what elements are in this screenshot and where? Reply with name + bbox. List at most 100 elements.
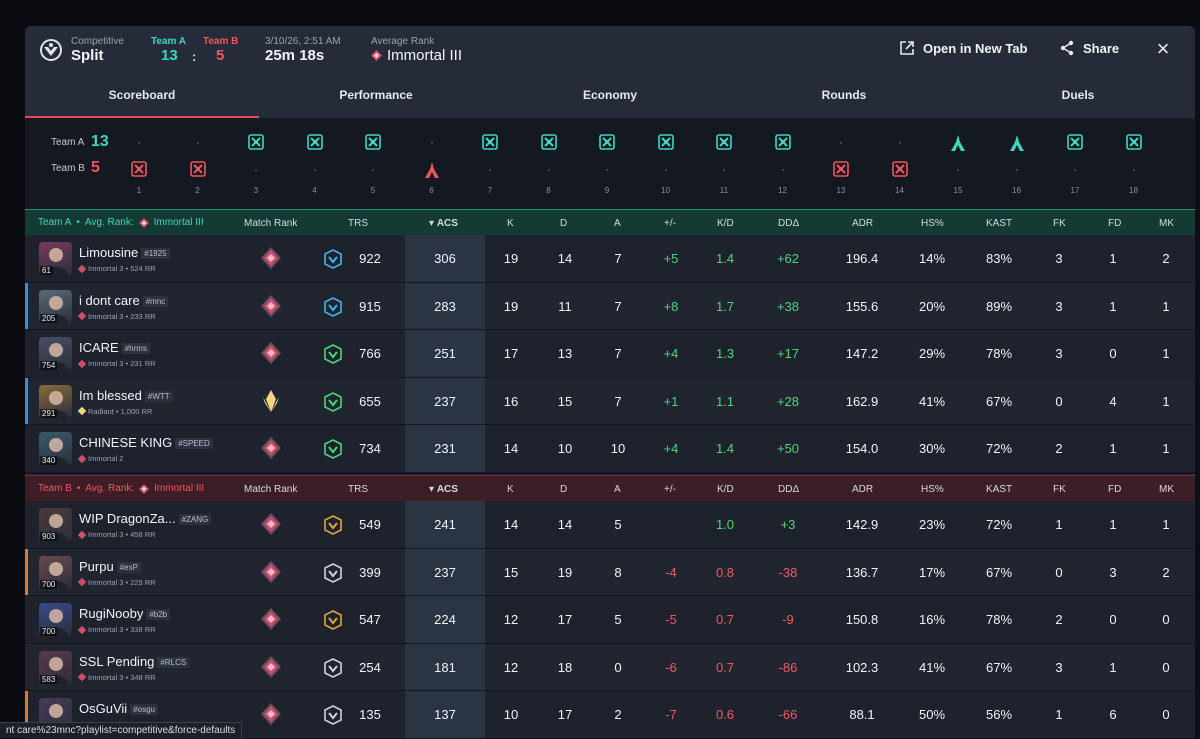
round-number: 17 (1070, 186, 1080, 195)
round-result-icon[interactable] (655, 134, 677, 155)
tab-duels[interactable]: Duels (1061, 88, 1095, 102)
player-row[interactable]: OsGuVii #osgu 135 137 10 17 2 -7 0.6 -66 88.1 50% 56… (25, 691, 1195, 739)
player-rank-text: Immortal 3 • 458 RR (88, 530, 156, 539)
col-plus-minus[interactable]: +/- (664, 218, 676, 229)
round-empty-marker (138, 142, 140, 144)
col-hs[interactable]: HS% (921, 484, 944, 495)
col-mk[interactable]: MK (1159, 218, 1174, 229)
col-match-rank[interactable]: Match Rank (244, 484, 298, 495)
col-fk[interactable]: FK (1053, 218, 1066, 229)
col-acs-sort[interactable]: ▾ ACS (429, 484, 458, 495)
player-row[interactable]: 583 SSL Pending #RLCS Immortal 3 • 348 RR 25… (25, 643, 1195, 691)
acs-value: 237 (434, 564, 456, 580)
col-a[interactable]: A (614, 484, 621, 495)
round-result-icon[interactable] (947, 134, 969, 157)
player-name[interactable]: Limousine #1925 (79, 245, 170, 260)
player-name-text: i dont care (79, 292, 140, 308)
col-kast[interactable]: KAST (986, 218, 1013, 229)
col-kast[interactable]: KAST (986, 484, 1013, 495)
round-result-icon[interactable] (889, 161, 911, 182)
player-row[interactable]: 291 Im blessed #WTT Radiant • 1,000 RR 655 23… (25, 377, 1195, 425)
party-indicator (25, 691, 28, 738)
col-kd[interactable]: K/D (717, 484, 734, 495)
player-name[interactable]: RugiNooby #b2b (79, 606, 171, 621)
round-empty-marker (898, 142, 901, 144)
player-tag: #RLCS (157, 656, 190, 668)
player-name[interactable]: ICARE #hrms (79, 340, 150, 355)
col-plus-minus[interactable]: +/- (664, 484, 676, 495)
round-result-icon[interactable] (245, 134, 267, 155)
round-result-icon[interactable] (830, 161, 852, 182)
player-row[interactable]: 754 ICARE #hrms Immortal 3 • 231 RR 766 251 17… (25, 330, 1195, 378)
col-k[interactable]: K (507, 484, 514, 495)
round-result-icon[interactable] (1064, 134, 1086, 155)
player-row[interactable]: 205 i dont care #mnc Immortal 3 • 233 RR 915… (25, 282, 1195, 330)
col-acs-sort[interactable]: ▾ ACS (429, 218, 458, 229)
col-trs[interactable]: TRS (348, 484, 368, 495)
round-result-icon[interactable] (128, 161, 150, 182)
col-adr[interactable]: ADR (852, 484, 874, 495)
player-row[interactable]: 340 CHINESE KING #SPEED Immortal 2 734 231 14 1… (25, 425, 1195, 473)
deaths: 17 (557, 707, 573, 722)
round-result-icon[interactable] (538, 134, 560, 155)
player-name[interactable]: Purpu #exP (79, 559, 141, 574)
player-name[interactable]: CHINESE KING #SPEED (79, 435, 213, 450)
first-kills: 1 (1055, 517, 1063, 532)
col-match-rank[interactable]: Match Rank (244, 218, 298, 229)
player-row[interactable]: 700 RugiNooby #b2b Immortal 3 • 338 RR 547 22… (25, 596, 1195, 644)
player-name[interactable]: Im blessed #WTT (79, 388, 173, 403)
round-result-icon[interactable] (1006, 134, 1028, 157)
multi-kills: 1 (1162, 298, 1170, 314)
round-empty-marker (547, 169, 550, 171)
first-kills: 0 (1055, 393, 1063, 409)
round-result-icon[interactable] (772, 134, 794, 155)
round-result-icon[interactable] (421, 161, 443, 184)
col-fk[interactable]: FK (1053, 484, 1066, 495)
col-kd[interactable]: K/D (717, 218, 734, 229)
round-result-icon[interactable] (1123, 134, 1145, 155)
damage-delta: -86 (778, 659, 798, 675)
player-row[interactable]: 903 WIP DragonZa... #ZANG Immortal 3 • 458 … (25, 501, 1195, 549)
col-trs[interactable]: TRS (348, 218, 368, 229)
col-d[interactable]: D (560, 484, 568, 495)
col-dda[interactable]: DDΔ (778, 484, 800, 495)
col-d[interactable]: D (560, 218, 568, 229)
col-acs: ACS (436, 484, 458, 495)
tab-rounds[interactable]: Rounds (821, 88, 867, 102)
round-result-icon[interactable] (713, 134, 735, 155)
round-result-icon[interactable] (479, 134, 501, 155)
share-button[interactable]: Share (1059, 40, 1119, 56)
close-icon[interactable]: × (1156, 36, 1170, 61)
player-name[interactable]: OsGuVii #osgu (79, 701, 158, 716)
player-name[interactable]: SSL Pending #RLCS (79, 654, 190, 669)
col-a[interactable]: A (614, 218, 621, 229)
timeline-team-b-score: 5 (91, 159, 100, 176)
round-result-icon[interactable] (187, 161, 209, 182)
round-result-icon[interactable] (596, 134, 618, 155)
col-adr[interactable]: ADR (852, 218, 874, 229)
tab-performance[interactable]: Performance (339, 88, 413, 102)
round-empty-marker (255, 169, 257, 171)
player-row[interactable]: 61 Limousine #1925 Immortal 3 • 524 RR 922 30… (25, 235, 1195, 283)
col-fd[interactable]: FD (1108, 218, 1122, 229)
open-new-tab-button[interactable]: Open in New Tab (899, 40, 1028, 56)
player-row[interactable]: 700 Purpu #exP Immortal 3 • 229 RR 399 237 15 1… (25, 548, 1195, 596)
round-empty-marker (1132, 169, 1135, 171)
col-hs[interactable]: HS% (921, 218, 944, 229)
match-rank-icon (260, 294, 282, 318)
player-name[interactable]: i dont care #mnc (79, 292, 169, 308)
col-k[interactable]: K (507, 218, 514, 229)
round-result-icon[interactable] (304, 134, 326, 155)
round-result-icon[interactable] (362, 134, 384, 155)
multi-kills: 1 (1162, 441, 1170, 456)
col-fd[interactable]: FD (1108, 484, 1122, 495)
round-empty-marker (781, 169, 784, 171)
kast-value: 67% (985, 564, 1013, 580)
col-mk[interactable]: MK (1159, 484, 1174, 495)
col-dda[interactable]: DDΔ (778, 218, 800, 229)
game-mode: Competitive (71, 36, 124, 47)
tab-scoreboard[interactable]: Scoreboard (25, 78, 259, 118)
player-name[interactable]: WIP DragonZa... #ZANG (79, 511, 212, 526)
tab-economy[interactable]: Economy (582, 88, 637, 102)
acs-column-highlight (405, 425, 485, 472)
